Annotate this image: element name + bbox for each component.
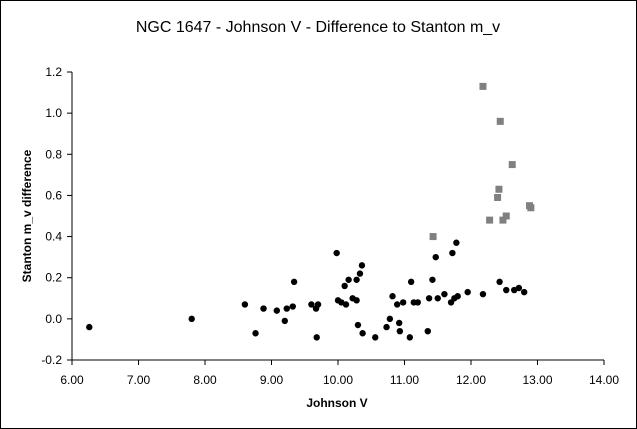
plot-area: 6.00 7.00 8.00 9.00 10.00 11.00 12.00 13.00 14.0…	[41, 65, 619, 387]
data-point-circle	[521, 288, 528, 296]
data-point-circle	[359, 330, 366, 337]
data-point-circle	[515, 284, 523, 292]
data-point-square	[499, 216, 507, 224]
data-point-square	[495, 185, 503, 193]
data-point-circle	[290, 278, 298, 286]
data-point-circle	[496, 278, 503, 286]
data-point-circle	[429, 276, 436, 283]
data-point-circle	[479, 290, 487, 298]
data-point-circle	[389, 293, 396, 300]
data-point-circle	[341, 282, 348, 290]
data-point-circle	[425, 295, 433, 302]
data-point-circle	[345, 276, 352, 283]
data-point-circle	[281, 317, 288, 325]
data-point-circle	[342, 301, 350, 308]
y-tick-label: 1.2	[45, 65, 62, 79]
data-point-circle	[356, 270, 364, 277]
data-point-circle	[372, 334, 379, 341]
x-tick-label: 10.00	[323, 373, 353, 387]
data-point-circle	[313, 334, 320, 341]
data-point-circle	[449, 249, 456, 257]
data-point-circle	[273, 307, 281, 314]
data-point-circle	[399, 299, 407, 306]
data-point-circle	[386, 315, 394, 323]
data-point-square	[429, 233, 437, 241]
data-point-square	[496, 117, 504, 125]
y-axis-label: Stanton m_v difference	[20, 149, 34, 282]
data-point-circle	[252, 330, 259, 337]
data-point-square	[479, 82, 487, 90]
y-tick-label: 0.4	[45, 230, 62, 244]
data-point-circle	[393, 301, 401, 308]
data-point-circle	[383, 323, 390, 331]
data-point-circle	[432, 253, 439, 261]
data-point-circle	[464, 288, 471, 296]
data-point-circle	[260, 305, 267, 312]
data-point-square	[508, 161, 516, 169]
data-point-circle	[308, 301, 315, 308]
y-tick-label: 0.0	[45, 312, 62, 326]
data-point-circle	[395, 319, 403, 327]
data-point-circle	[424, 328, 431, 335]
x-tick-label: 11.00	[390, 373, 419, 387]
data-point-circle	[441, 290, 448, 298]
data-point-circle	[358, 262, 366, 269]
data-point-circle	[354, 321, 362, 329]
x-tick-label: 8.00	[193, 373, 217, 387]
y-tick-label: 0.6	[45, 188, 62, 202]
data-point-circle	[353, 297, 360, 304]
x-tick-label: 12.00	[456, 373, 486, 387]
data-point-circle	[283, 305, 290, 312]
data-point-square	[527, 204, 535, 212]
chart-title: NGC 1647 - Johnson V - Difference to Sta…	[136, 19, 500, 36]
data-point-circle	[454, 293, 461, 300]
data-point-square	[486, 216, 494, 224]
data-point-square	[494, 193, 502, 201]
data-point-circle	[396, 328, 404, 335]
x-tick-label: 6.00	[60, 373, 84, 387]
data-point-square	[502, 212, 510, 220]
data-point-circle	[453, 239, 460, 246]
data-point-circle	[353, 276, 360, 283]
data-point-circle	[414, 299, 421, 306]
x-tick-label: 7.00	[127, 373, 151, 387]
x-tick-label: 13.00	[522, 373, 552, 387]
y-tick-label: -0.2	[41, 353, 62, 367]
y-tick-label: 0.2	[45, 271, 62, 285]
data-point-circle	[407, 278, 415, 286]
data-point-circle	[314, 301, 322, 308]
data-point-circle	[434, 295, 441, 302]
y-tick-label: 1.0	[45, 106, 62, 120]
data-point-circle	[188, 315, 195, 323]
data-point-circle	[503, 286, 510, 294]
data-point-circle	[241, 301, 249, 308]
data-point-circle	[333, 249, 340, 257]
data-point-circle	[406, 334, 414, 341]
data-point-circle	[86, 323, 93, 331]
x-tick-label: 14.00	[589, 373, 619, 387]
x-tick-label: 9.00	[260, 373, 284, 387]
data-point-circle	[289, 303, 296, 310]
y-tick-label: 0.8	[45, 147, 62, 161]
x-axis-label: Johnson V	[306, 396, 367, 410]
